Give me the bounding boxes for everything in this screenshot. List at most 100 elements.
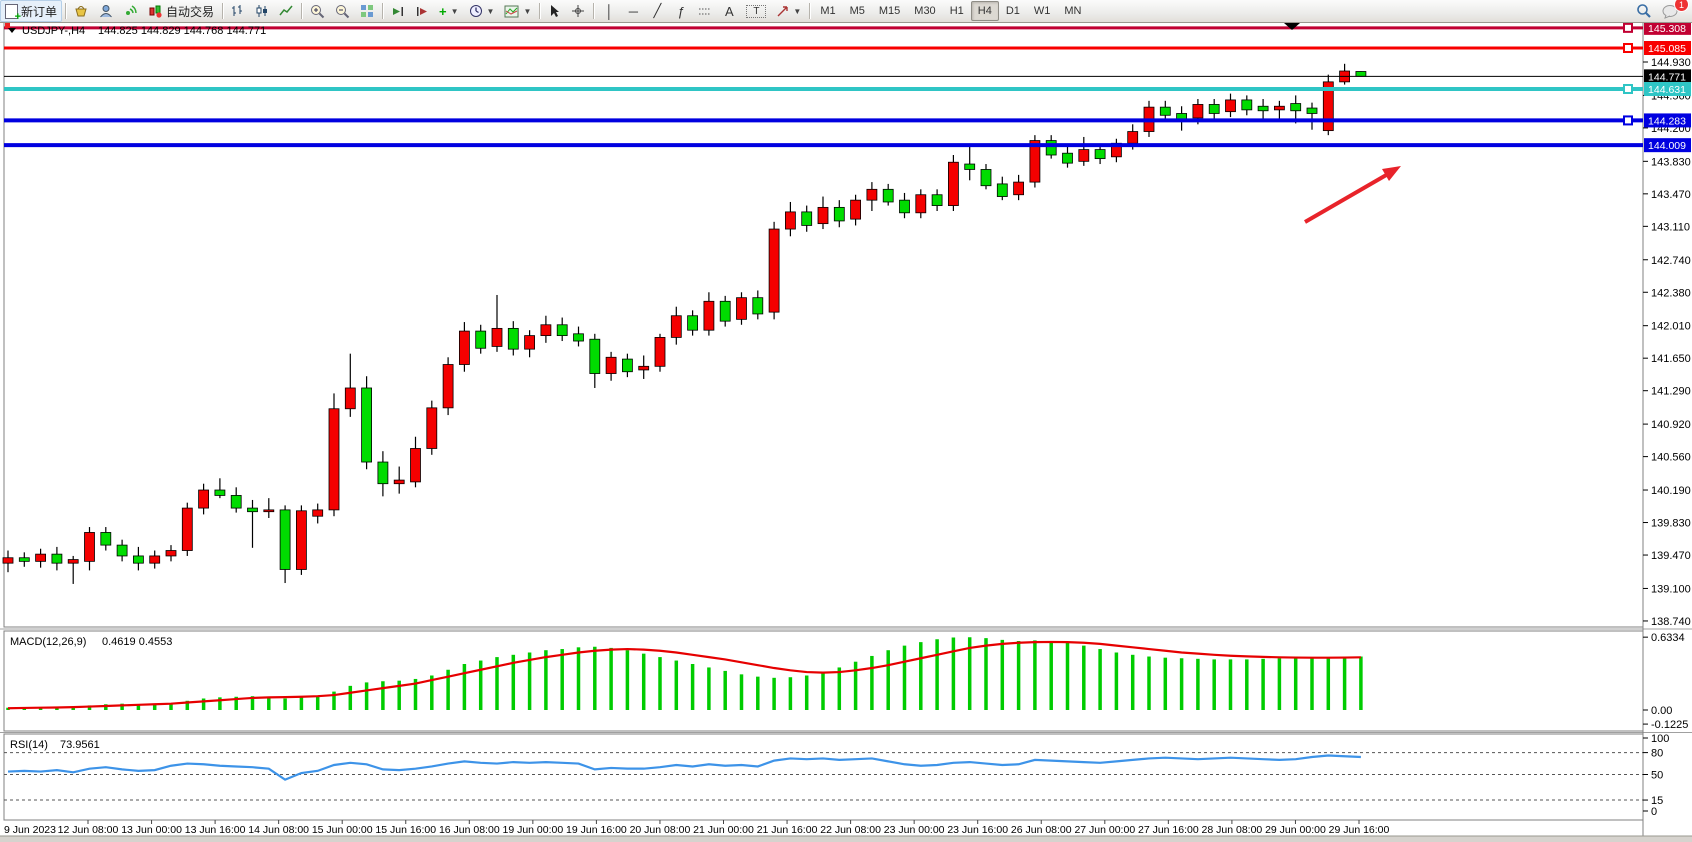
time-axis-label[interactable]: 19 Jun 16:00 (566, 824, 627, 836)
candlestick-chart-button[interactable] (250, 0, 274, 22)
time-axis-label[interactable]: 21 Jun 16:00 (757, 824, 818, 836)
time-axis-label[interactable]: 15 Jun 00:00 (312, 824, 373, 836)
cursor-tool-button[interactable] (543, 0, 566, 22)
symbol-dropdown-icon[interactable] (8, 28, 16, 33)
text-tool[interactable]: A (717, 0, 741, 22)
trend-arrow-annotation[interactable] (1303, 172, 1390, 224)
time-axis-label[interactable]: 27 Jun 16:00 (1138, 824, 1199, 836)
candle (393, 479, 405, 485)
line-chart-button[interactable] (274, 0, 298, 22)
profile-button[interactable] (94, 0, 118, 22)
time-axis-label[interactable]: 29 Jun 00:00 (1265, 824, 1326, 836)
candle (931, 194, 943, 206)
fibonacci-tool[interactable]: ƒ (669, 0, 693, 22)
templates-button[interactable]: ▼ (499, 0, 536, 22)
time-axis-label[interactable]: 27 Jun 00:00 (1074, 824, 1135, 836)
hline-price-tag (1644, 20, 1691, 35)
bar-chart-button[interactable] (226, 0, 250, 22)
candle (1225, 99, 1236, 113)
candle (1013, 181, 1024, 196)
hline-handle[interactable] (1623, 83, 1633, 94)
time-axis-label[interactable]: 23 Jun 16:00 (947, 824, 1008, 836)
time-axis-label[interactable]: 21 Jun 00:00 (693, 824, 754, 836)
signals-button[interactable] (118, 0, 143, 22)
trend-arrow-head[interactable] (1382, 166, 1401, 181)
channel-tool[interactable] (693, 0, 717, 22)
tab-m30[interactable]: M30 (914, 5, 936, 17)
crosshair-tool-button[interactable] (566, 0, 590, 22)
new-order-button[interactable]: 新订单 (0, 0, 63, 23)
label-icon: T (746, 4, 767, 18)
rsi-indicator-value: 73.9561 (60, 739, 100, 751)
candle (785, 211, 796, 230)
candle (1159, 106, 1171, 116)
time-axis-label[interactable]: 14 Jun 08:00 (248, 824, 309, 836)
tab-mn[interactable]: MN (1064, 5, 1082, 17)
hline-handle[interactable] (1623, 43, 1633, 54)
chart-shift-button[interactable] (410, 0, 434, 22)
horizontal-line-tool[interactable]: ─ (621, 0, 645, 22)
shapes-tool[interactable]: ▼ (771, 0, 806, 22)
tab-d1[interactable]: D1 (1005, 5, 1020, 17)
candle (915, 194, 927, 214)
time-axis-label[interactable]: 16 Jun 08:00 (439, 824, 500, 836)
notification-badge: 1 (1674, 0, 1689, 12)
time-axis-label[interactable]: 23 Jun 00:00 (884, 824, 945, 836)
zoom-out-button[interactable] (330, 0, 355, 22)
time-axis-label[interactable]: 28 Jun 08:00 (1202, 824, 1263, 836)
main-toolbar: 新订单 自动交易 (0, 0, 1692, 23)
time-axis-label[interactable]: 26 Jun 08:00 (1011, 824, 1072, 836)
time-axis-label[interactable]: 13 Jun 00:00 (121, 824, 182, 836)
candle (605, 356, 617, 374)
candle (263, 509, 275, 513)
zoom-in-button[interactable] (305, 0, 330, 22)
candle (752, 297, 764, 315)
vertical-line-icon: │ (605, 3, 614, 19)
trendline-tool[interactable]: ╱ (645, 0, 669, 22)
auto-scroll-button[interactable] (386, 0, 410, 22)
tab-h4[interactable]: H4 (970, 1, 999, 21)
candle (312, 509, 324, 517)
autotrading-button[interactable]: 自动交易 (143, 0, 219, 22)
price-tick-label: 141.290 (1651, 386, 1691, 398)
periods-button[interactable]: ▼ (464, 0, 500, 22)
tab-m1[interactable]: M1 (820, 5, 836, 17)
tab-m5[interactable]: M5 (849, 5, 865, 17)
candle (1274, 105, 1285, 111)
hline-handle[interactable] (1623, 22, 1633, 33)
candle (458, 330, 470, 365)
toolbar-separator (222, 3, 224, 19)
time-axis-label[interactable]: 19 Jun 00:00 (502, 824, 563, 836)
tile-windows-button[interactable] (355, 0, 379, 22)
tab-m15[interactable]: M15 (878, 5, 901, 17)
candle (1322, 81, 1334, 132)
styler-button[interactable] (69, 0, 94, 22)
time-axis-label[interactable]: 9 Jun 2023 (4, 824, 56, 836)
rsi-scale-label: 100 (1651, 733, 1669, 745)
time-axis-label[interactable]: 12 Jun 08:00 (58, 824, 119, 836)
candle (295, 510, 307, 570)
tab-h1[interactable]: H1 (949, 5, 964, 17)
macd-scale-label: 0.00 (1651, 705, 1672, 717)
time-axis-label[interactable]: 29 Jun 16:00 (1329, 824, 1390, 836)
chart-title-ohlc: 144.825 144.829 144.768 144.771 (98, 25, 266, 37)
candle (1355, 71, 1367, 77)
label-tool[interactable]: T (741, 0, 771, 22)
candle (410, 448, 421, 483)
hline-handle[interactable] (1623, 115, 1633, 126)
tab-w1[interactable]: W1 (1033, 5, 1051, 17)
vertical-line-tool[interactable]: │ (597, 0, 621, 22)
autotrading-icon (149, 5, 162, 18)
time-axis-label[interactable]: 20 Jun 08:00 (630, 824, 691, 836)
horizontal-line-icon: ─ (628, 3, 638, 19)
time-axis-label[interactable]: 22 Jun 08:00 (820, 824, 881, 836)
hline-price-tag-label: 144.009 (1648, 140, 1686, 152)
search-button[interactable] (1631, 0, 1657, 22)
notifications-button[interactable]: 1 (1657, 0, 1689, 22)
chart-shift-marker[interactable] (1284, 23, 1300, 30)
indicators-button[interactable]: + ▼ (434, 0, 464, 22)
window-bottom-edge (0, 836, 1692, 842)
time-axis-label[interactable]: 13 Jun 16:00 (185, 824, 246, 836)
time-axis-label[interactable]: 15 Jun 16:00 (375, 824, 436, 836)
